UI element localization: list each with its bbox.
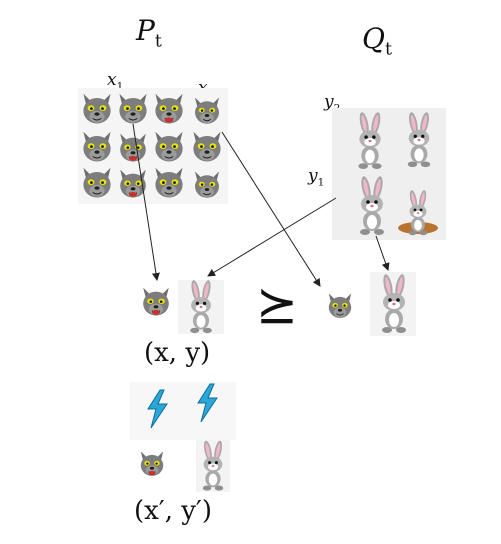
- lightning-background: [130, 382, 236, 440]
- x1-label: x1: [107, 70, 123, 92]
- pair-xy-prime-label: (x′, y′): [134, 496, 212, 526]
- y1-letter: y: [308, 166, 318, 186]
- wolf-face-icon: [154, 167, 184, 198]
- wolf-face-icon: [194, 96, 220, 125]
- y1-label: y1: [308, 166, 324, 188]
- wolf-face-icon: [154, 131, 184, 162]
- wolf-face-icon: [328, 292, 352, 319]
- wolf-face-icon: [82, 131, 112, 162]
- arrow-y2-to-right-rabbit: [375, 235, 390, 271]
- wolf-face-icon: [118, 93, 148, 124]
- arrow-x1-to-x: [132, 123, 160, 281]
- p-title-subscript: t: [154, 31, 162, 52]
- wolf-face-icon: [192, 131, 222, 162]
- wolf-face-icon: [194, 170, 220, 199]
- preference-symbol: ⪰: [256, 276, 298, 334]
- x1-subscript: 1: [116, 80, 124, 93]
- wolf-face-icon: [143, 288, 169, 316]
- y1-subscript: 1: [317, 176, 325, 189]
- q-title-letter: Q: [362, 22, 385, 55]
- arrow-y1-to-y: [207, 197, 337, 277]
- x1-letter: x: [107, 70, 117, 90]
- wolf-face-icon: [155, 94, 182, 124]
- wolf-face-icon: [120, 134, 146, 162]
- wolf-face-icon: [141, 451, 163, 476]
- q-t-title: Qt: [362, 22, 392, 60]
- rabbit-grid-background: [332, 108, 446, 240]
- p-t-title: Pt: [136, 14, 162, 52]
- pair-xy-label: (x, y): [144, 338, 211, 368]
- wolf-face-icon: [82, 167, 112, 198]
- arrow-x2-to-right-wolf: [221, 131, 321, 287]
- y2-letter: y: [324, 92, 334, 112]
- q-title-subscript: t: [384, 39, 392, 60]
- p-title-letter: P: [136, 14, 155, 47]
- wolf-face-icon: [82, 93, 112, 124]
